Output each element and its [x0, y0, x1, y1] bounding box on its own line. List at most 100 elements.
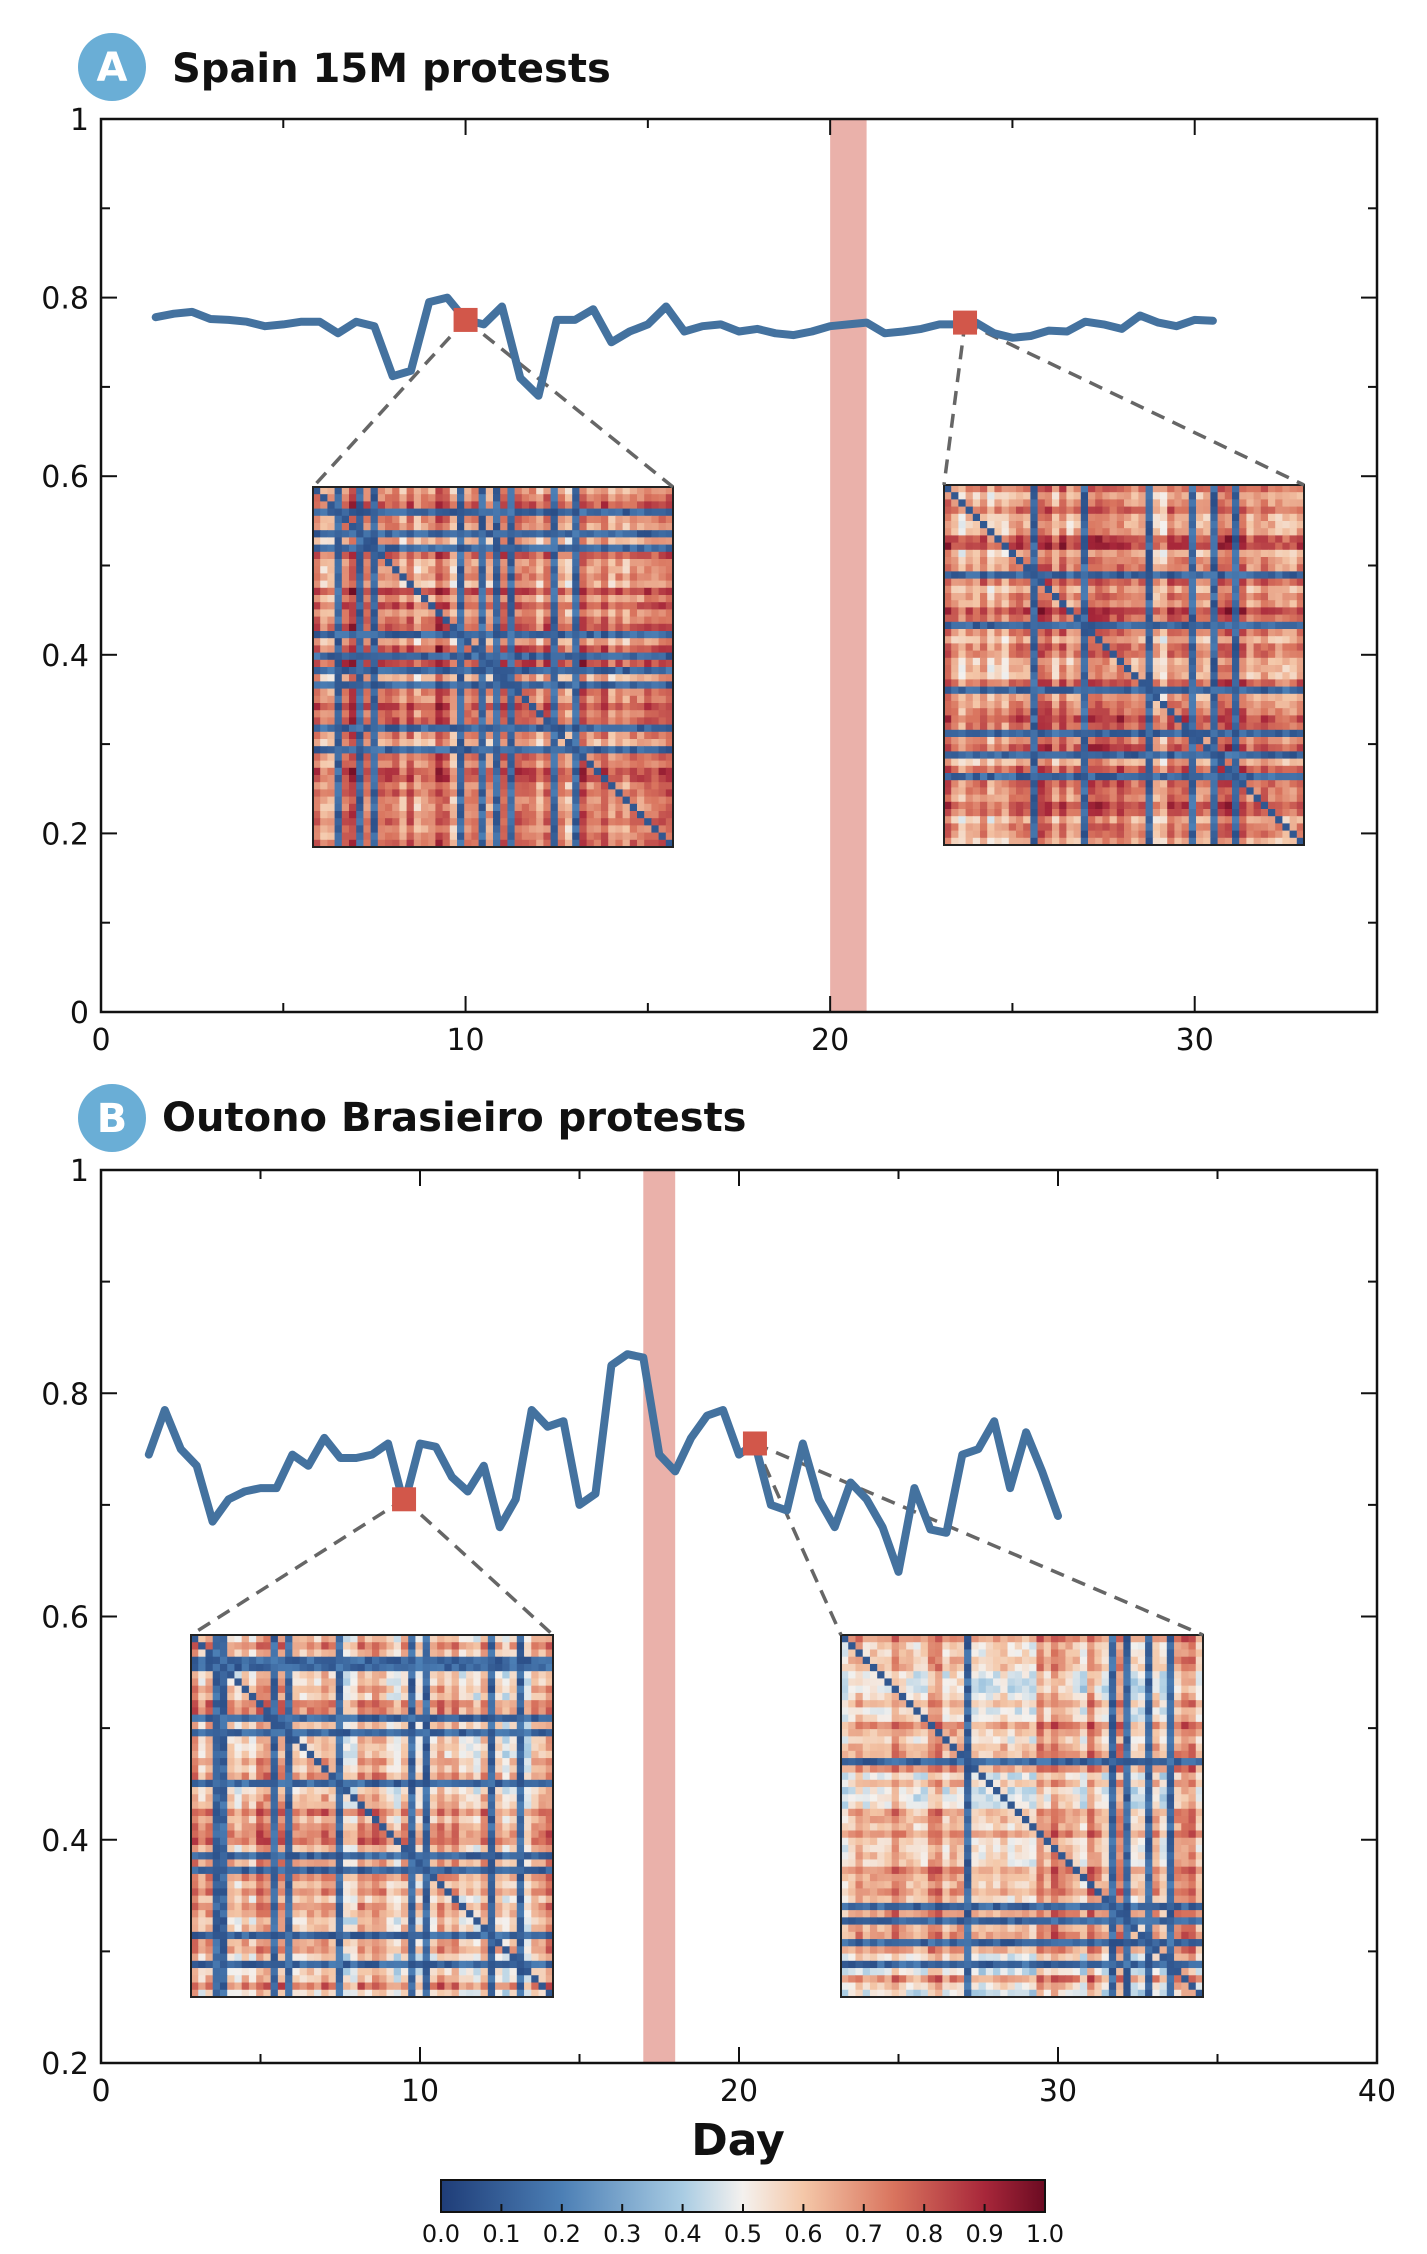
inset-cell — [572, 494, 580, 502]
inset-cell — [586, 494, 595, 502]
inset-cell — [665, 523, 674, 531]
inset-cell — [944, 665, 952, 673]
inset-cell — [601, 530, 609, 538]
inset-cell — [1080, 607, 1089, 616]
inset-cell — [608, 652, 616, 661]
inset-cell — [1138, 629, 1147, 637]
inset-cell — [485, 595, 494, 603]
inset-cell — [608, 753, 616, 762]
inset-cell — [1253, 636, 1262, 644]
inset-cell — [341, 731, 350, 740]
inset-cell — [994, 672, 1003, 680]
inset-cell — [1188, 693, 1197, 702]
inset-cell — [1138, 773, 1147, 781]
inset-cell — [478, 645, 487, 654]
inset-cell — [485, 731, 494, 740]
inset-cell — [1268, 787, 1276, 796]
inset-cell — [399, 587, 408, 596]
inset-cell — [965, 823, 974, 832]
inset-cell — [349, 544, 357, 553]
inset-cell — [572, 645, 580, 654]
inset-cell — [1016, 758, 1024, 767]
inset-cell — [1260, 571, 1269, 580]
inset-cell — [1268, 549, 1276, 558]
inset-cell — [493, 739, 501, 747]
inset-cell — [478, 811, 487, 819]
inset-cell — [1016, 665, 1024, 673]
inset-cell — [557, 659, 566, 668]
inset-cell — [529, 494, 537, 502]
inset-cell — [658, 688, 667, 697]
inset-cell — [651, 652, 660, 661]
inset-cell — [543, 782, 552, 790]
inset-cell — [608, 573, 616, 582]
inset-cell — [327, 703, 336, 711]
inset-cell — [356, 703, 364, 711]
inset-cell — [951, 485, 959, 493]
inset-cell — [644, 501, 652, 510]
inset-cell — [1037, 679, 1046, 688]
inset-cell — [485, 530, 494, 538]
inset-cell — [442, 710, 451, 718]
inset-cell — [1210, 593, 1219, 601]
inset-cell — [622, 508, 631, 517]
inset-cell — [464, 623, 472, 632]
inset-cell — [363, 652, 372, 661]
inset-cell — [1102, 830, 1111, 839]
inset-cell — [1152, 801, 1161, 810]
inset-cell — [965, 729, 974, 738]
inset-cell — [413, 767, 422, 776]
inset-cell — [1210, 621, 1219, 630]
inset-cell — [665, 587, 674, 596]
inset-cell — [1080, 787, 1089, 796]
inset-cell — [1152, 513, 1161, 522]
inset-cell — [987, 765, 995, 774]
inset-cell — [1296, 686, 1305, 695]
inset-cell — [644, 595, 652, 603]
inset-cell — [327, 710, 336, 718]
inset-cell — [565, 775, 573, 783]
inset-cell — [1203, 564, 1211, 572]
inset-cell — [565, 508, 573, 517]
inset-cell — [572, 710, 580, 718]
inset-cell — [1109, 557, 1118, 565]
inset-cell — [370, 537, 379, 546]
inset-cell — [651, 681, 660, 690]
inset-cell — [637, 645, 645, 654]
inset-cell — [1289, 492, 1298, 500]
inset-cell — [1016, 715, 1024, 724]
inset-cell — [1131, 701, 1139, 709]
inset-cell — [313, 530, 321, 538]
inset-cell — [1073, 564, 1082, 572]
inset-cell — [521, 508, 530, 517]
inset-cell — [428, 501, 436, 510]
inset-cell — [1232, 816, 1240, 824]
inset-cell — [320, 667, 328, 675]
inset-cell — [951, 823, 959, 832]
inset-cell — [572, 551, 580, 560]
inset-cell — [1188, 585, 1197, 594]
inset-cell — [1188, 787, 1197, 796]
inset-cell — [958, 614, 967, 623]
inset-cell — [536, 724, 544, 733]
inset-cell — [313, 746, 321, 754]
inset-cell — [565, 688, 573, 697]
inset-cell — [399, 710, 408, 718]
inset-cell — [665, 688, 674, 697]
inset-cell — [665, 559, 674, 567]
inset-cell — [341, 710, 350, 718]
inset-cell — [370, 746, 379, 754]
inset-cell — [514, 825, 523, 834]
inset-cell — [951, 549, 959, 558]
inset-cell — [1059, 679, 1067, 688]
inset-cell — [665, 631, 674, 639]
inset-cell — [449, 595, 458, 603]
inset-cell — [392, 710, 400, 718]
inset-cell — [644, 487, 652, 495]
inset-cell — [320, 789, 328, 798]
inset-cell — [980, 650, 988, 659]
inset-cell — [658, 616, 667, 625]
inset-cell — [377, 695, 386, 704]
inset-cell — [557, 523, 566, 531]
inset-cell — [464, 523, 472, 531]
